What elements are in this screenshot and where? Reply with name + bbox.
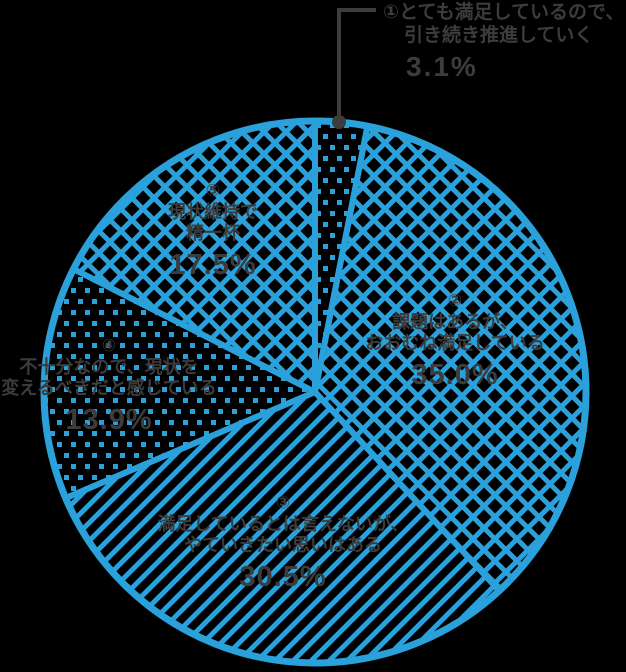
slice-3-percent: 30.5% xyxy=(239,561,327,593)
slice-3-text-line2: やていきたい思いはある xyxy=(184,535,382,555)
slice-5-text-line1: 現状維持で xyxy=(168,202,258,222)
slice-3-text-line1: 満足しているとは言えないが、 xyxy=(157,514,409,534)
slice-4-number: ④ xyxy=(101,336,117,355)
slice-1-number: ① xyxy=(383,2,400,23)
slice-label-1: ①とても満足しているので、 引き続き推進していく 3.1% xyxy=(383,1,624,82)
slice-2-text-line2: おおむね満足している xyxy=(365,333,545,353)
slice-1-text-line2: 引き続き推進していく xyxy=(404,25,594,46)
callout xyxy=(332,8,376,129)
callout-line xyxy=(337,8,376,122)
slice-4-percent: 13.9% xyxy=(65,404,153,436)
slice-2-percent: 35.0% xyxy=(411,359,499,391)
slice-5-text-line2: 精一杯 xyxy=(186,223,240,243)
callout-dot xyxy=(332,115,346,129)
slice-4-text-line1: 不十分なので、現状を xyxy=(19,357,199,377)
slice-5-percent: 17.5% xyxy=(169,249,257,281)
pie-outer-ring xyxy=(40,117,590,667)
slice-label-4: ④ 不十分なので、現状を 変えるべきだと感じている 13.9% xyxy=(0,336,229,435)
slice-label-1-line1: ①とても満足しているので、 xyxy=(383,1,624,24)
slice-label-2: ② 課題はあるが、 おおむね満足している 35.0% xyxy=(330,291,580,390)
slice-4-text-line2: 変えるべきだと感じている xyxy=(1,378,217,398)
slice-2-number: ② xyxy=(447,291,463,310)
slice-3-number: ③ xyxy=(275,493,291,512)
slice-label-3: ③ 満足しているとは言えないが、 やていきたい思いはある 30.5% xyxy=(123,493,443,592)
slice-label-5: ⑤ 現状維持で 精一杯 17.5% xyxy=(113,181,313,280)
slice-2-text-line1: 課題はあるが、 xyxy=(392,312,518,332)
slice-1-percent: 3.1% xyxy=(406,51,478,82)
slice-1-text-line1: とても満足しているので、 xyxy=(399,2,625,23)
slice-5-number: ⑤ xyxy=(205,181,221,200)
